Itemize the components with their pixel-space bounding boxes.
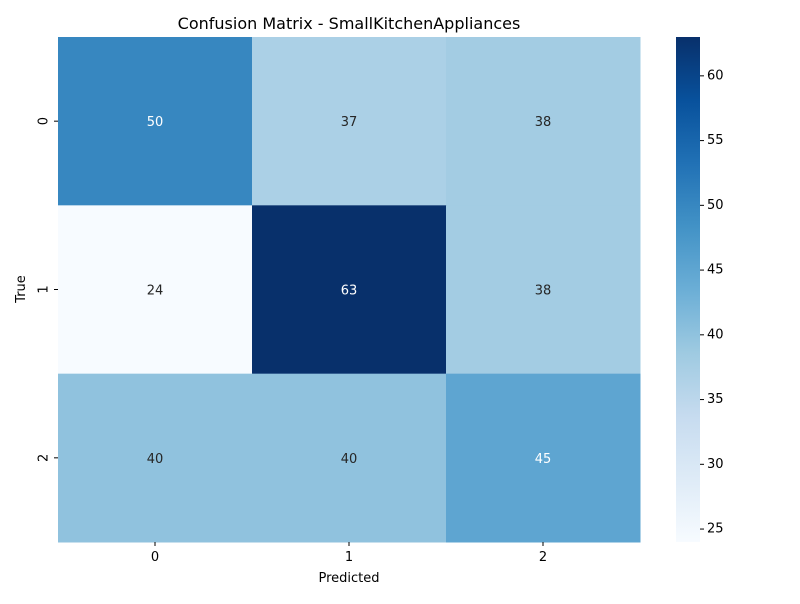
y-tick-label-2: 2: [37, 454, 52, 462]
heatmap-cell-2-0: [58, 373, 253, 543]
x-tick-label-1: 1: [345, 550, 353, 565]
colorbar-tick-label-6: 55: [707, 133, 724, 148]
cell-value-label-2-0: 40: [147, 452, 164, 467]
cell-value-label-1-2: 38: [535, 284, 552, 299]
heatmap-cell-1-2: [446, 205, 641, 375]
heatmap-cell-2-2: [446, 373, 641, 543]
colorbar-tick-label-4: 45: [707, 263, 724, 278]
colorbar-tick-label-7: 60: [707, 68, 724, 83]
colorbar-tick-label-3: 40: [707, 327, 724, 342]
y-axis: 0 1 2: [37, 117, 58, 462]
cell-value-label-2-2: 45: [535, 452, 552, 467]
colorbar-tick-label-1: 30: [707, 457, 724, 472]
x-tick-label-0: 0: [151, 550, 159, 565]
cell-value-label-0-0: 50: [147, 115, 164, 130]
heatmap-cells: 50 37 38 24 63 38 40 40 45: [58, 37, 641, 543]
cell-value-label-0-2: 38: [535, 115, 552, 130]
chart-title: Confusion Matrix - SmallKitchenAppliance…: [178, 14, 521, 33]
colorbar-tick-label-2: 35: [707, 392, 724, 407]
colorbar: [676, 37, 700, 542]
cell-value-label-2-1: 40: [341, 452, 358, 467]
colorbar-tick-label-5: 50: [707, 198, 724, 213]
y-axis-label: True: [14, 275, 29, 304]
colorbar-tick-label-0: 25: [707, 522, 724, 537]
heatmap-cell-0-0: [58, 37, 253, 206]
colorbar-ticks: 25 30 35 40 45 50 55 60: [700, 68, 724, 537]
heatmap-cell-1-0: [58, 205, 253, 375]
y-tick-label-0: 0: [37, 117, 52, 125]
x-axis-label: Predicted: [318, 571, 379, 586]
cell-value-label-0-1: 37: [341, 115, 358, 130]
y-tick-label-1: 1: [37, 285, 52, 293]
cell-value-label-1-1: 63: [341, 284, 358, 299]
x-tick-label-2: 2: [539, 550, 547, 565]
heatmap-cell-2-1: [252, 373, 447, 543]
heatmap-cell-0-2: [446, 37, 641, 206]
cell-value-label-1-0: 24: [147, 284, 164, 299]
heatmap-cell-1-1: [252, 205, 447, 375]
x-axis: 0 1 2: [151, 542, 547, 565]
heatmap-cell-0-1: [252, 37, 447, 206]
